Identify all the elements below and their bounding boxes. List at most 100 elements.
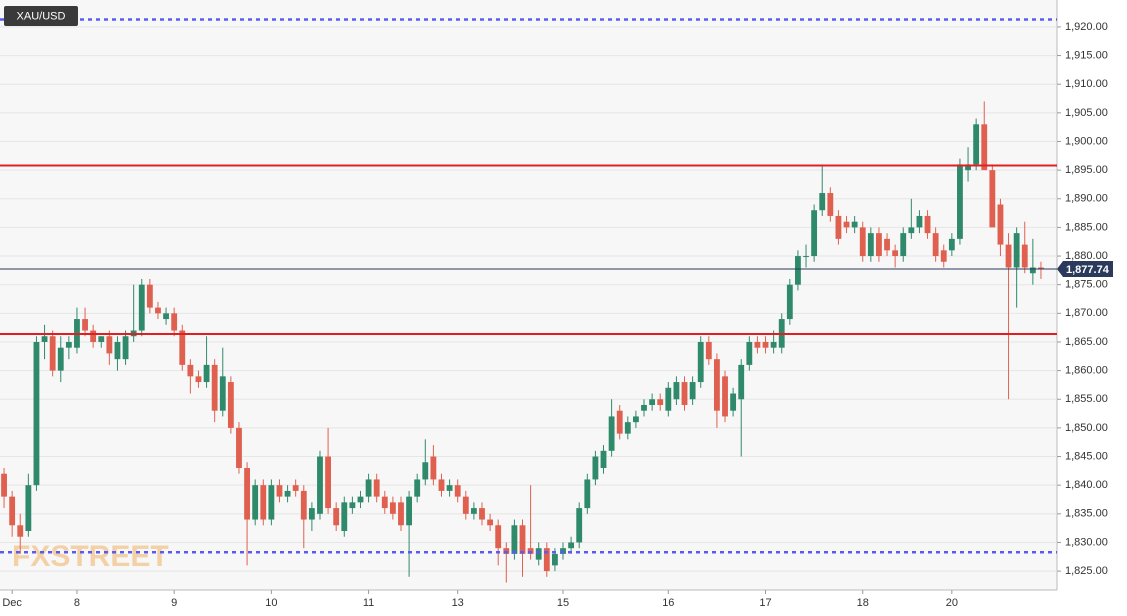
y-tick-label: 1,895.00 — [1065, 164, 1108, 176]
candle-body — [195, 376, 202, 383]
candle-body — [1013, 233, 1020, 268]
candle-body — [98, 336, 105, 342]
y-tick-label: 1,915.00 — [1065, 49, 1108, 61]
last-price-tag — [1057, 260, 1113, 277]
candle-body — [584, 479, 591, 509]
candle-body — [535, 548, 542, 560]
candle-body — [9, 496, 16, 526]
candle-body — [57, 347, 64, 371]
candle-body — [624, 422, 631, 434]
candle-body — [211, 364, 218, 411]
candle-body — [965, 164, 971, 171]
candle-body — [632, 416, 639, 423]
candle-body — [876, 233, 882, 257]
candle-body — [916, 215, 923, 228]
chart-title: XAU/USD — [17, 10, 66, 22]
candle-body — [543, 548, 550, 572]
candle-body — [357, 496, 364, 503]
y-tick-label: 1,900.00 — [1065, 135, 1108, 147]
candle-body — [171, 313, 178, 331]
candle-body — [835, 215, 842, 239]
candle-body — [49, 336, 56, 371]
candle-body — [236, 427, 242, 468]
candle-body — [292, 485, 299, 491]
candle-body — [33, 341, 40, 486]
y-tick-label: 1,905.00 — [1065, 107, 1108, 119]
candle-body — [511, 525, 518, 554]
candle-body — [908, 227, 915, 234]
candle-body — [122, 336, 129, 360]
candle-body — [981, 124, 988, 171]
y-tick-label: 1,910.00 — [1065, 78, 1108, 90]
candle-body — [341, 502, 348, 531]
candle-body — [1005, 244, 1012, 268]
candle-body — [349, 502, 356, 509]
y-tick-label: 1,850.00 — [1065, 422, 1108, 434]
x-tick-label: 8 — [74, 597, 80, 609]
candle-body — [568, 542, 575, 549]
y-tick-label: 1,830.00 — [1065, 536, 1108, 548]
candle-body — [519, 525, 526, 554]
candle-body — [803, 256, 809, 258]
candle-body — [430, 456, 437, 480]
y-tick-label: 1,840.00 — [1065, 479, 1108, 491]
candle-body — [155, 307, 161, 314]
candle-body — [90, 330, 97, 342]
x-tick-label: 13 — [452, 597, 464, 609]
x-tick-label: 11 — [363, 597, 374, 609]
candle-body — [187, 364, 194, 377]
y-tick-label: 1,875.00 — [1065, 279, 1108, 291]
watermark: FXSTREET — [12, 540, 169, 573]
candle-body — [260, 485, 267, 520]
y-tick-label: 1,890.00 — [1065, 193, 1108, 205]
candle-body — [146, 284, 153, 308]
candle-body — [138, 284, 145, 331]
x-tick-label: 15 — [557, 597, 569, 609]
candle-body — [438, 479, 445, 491]
candle-body — [884, 238, 890, 251]
candle-body — [300, 490, 307, 520]
candle-body — [770, 341, 777, 348]
candle-body — [422, 462, 429, 480]
candle-body — [762, 341, 769, 348]
candle-body — [1029, 267, 1036, 274]
candle-body — [738, 364, 745, 400]
candle-body — [1, 473, 7, 497]
candle-body — [398, 502, 404, 526]
candle-body — [900, 233, 907, 257]
candle-body — [786, 284, 793, 320]
y-tick-label: 1,865.00 — [1065, 336, 1108, 348]
candle-body — [17, 525, 24, 537]
candle-body — [714, 359, 720, 411]
candle-body — [673, 382, 680, 400]
candle-body — [657, 399, 664, 405]
candle-body — [608, 416, 615, 451]
candle-body — [179, 330, 186, 365]
candle-body — [268, 485, 275, 520]
candle-body — [203, 364, 210, 383]
candle-body — [163, 313, 169, 320]
candle-body — [325, 456, 331, 509]
candle-body — [649, 399, 656, 405]
candle-body — [414, 479, 421, 497]
candle-body — [997, 204, 1004, 245]
candle-body — [827, 193, 834, 216]
candle-body — [892, 250, 899, 257]
candle-body — [576, 508, 583, 543]
candle-body — [722, 376, 728, 417]
candle-body — [284, 490, 291, 497]
candle-body — [1021, 244, 1028, 268]
candle-body — [665, 387, 672, 411]
y-tick-label: 1,885.00 — [1065, 221, 1108, 233]
x-tick-label: 10 — [265, 597, 277, 609]
candle-body — [795, 256, 801, 285]
candle-body — [843, 221, 850, 228]
candle-body — [446, 485, 453, 491]
candle-body — [681, 382, 688, 405]
candle-body — [924, 215, 931, 234]
plot-area — [0, 0, 1057, 590]
y-tick-label: 1,835.00 — [1065, 508, 1108, 520]
candle-body — [851, 221, 858, 228]
candle-body — [616, 410, 623, 434]
